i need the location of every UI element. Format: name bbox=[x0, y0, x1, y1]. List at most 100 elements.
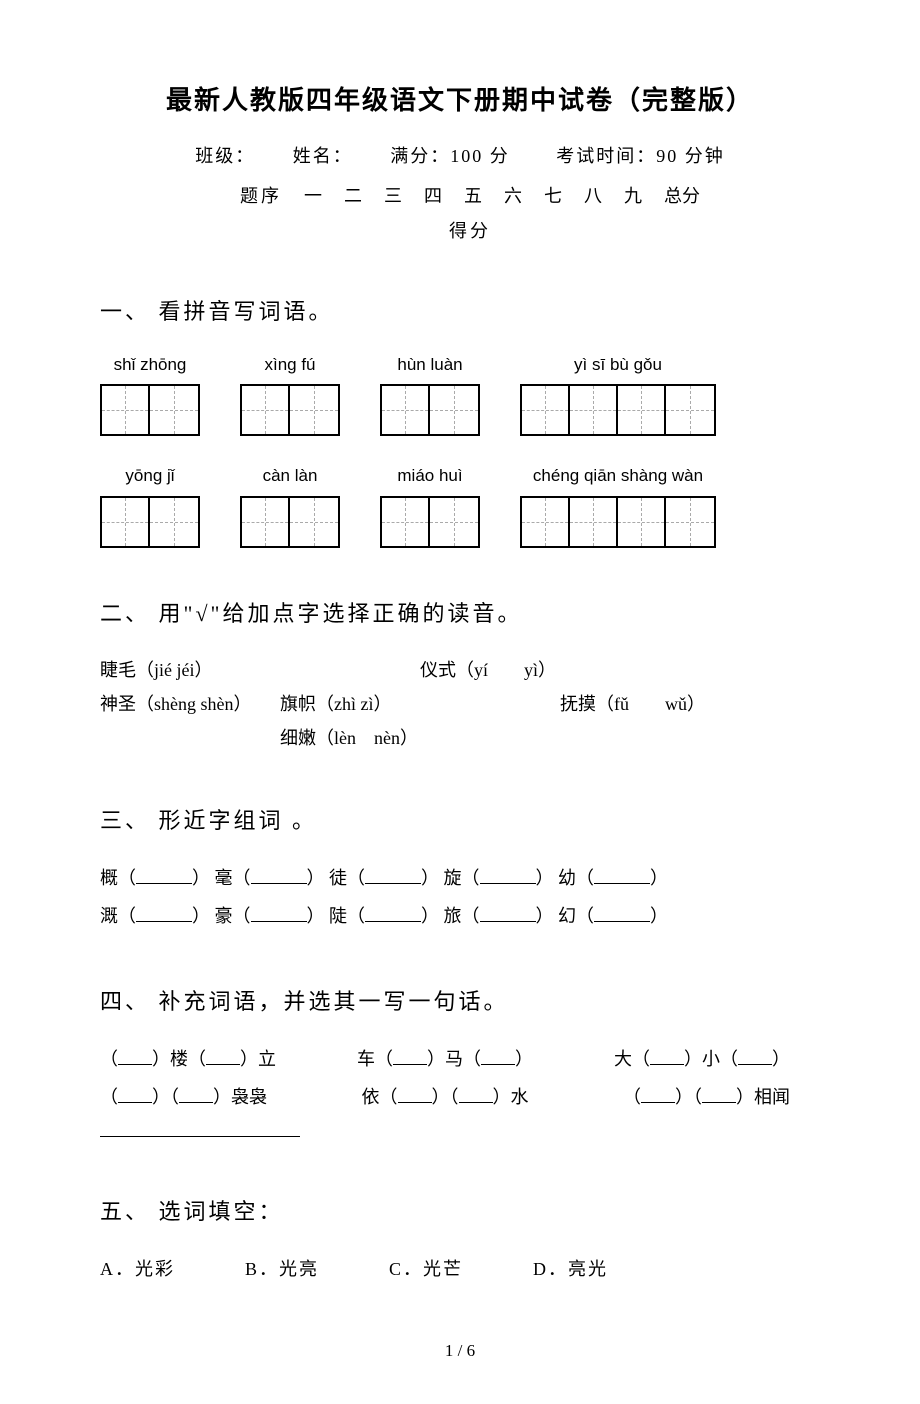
score-col: 总分 bbox=[664, 182, 700, 211]
fill-blank[interactable] bbox=[459, 1085, 493, 1103]
fill-blank[interactable] bbox=[481, 1047, 515, 1065]
char-cell[interactable] bbox=[666, 498, 714, 546]
char-box[interactable] bbox=[520, 496, 716, 548]
char-cell[interactable] bbox=[570, 498, 618, 546]
char-cell[interactable] bbox=[570, 386, 618, 434]
char-cell[interactable] bbox=[150, 386, 198, 434]
pinyin-label: hùn luàn bbox=[397, 351, 462, 378]
score-col: 三 bbox=[384, 182, 402, 211]
score-col: 七 bbox=[544, 182, 562, 211]
section-2-body: 睫毛（jié jéi） 仪式（yí yì） 神圣（shèng shèn） 旗帜（… bbox=[100, 653, 820, 756]
q5-option[interactable]: D．亮光 bbox=[533, 1251, 608, 1289]
char-box[interactable] bbox=[520, 384, 716, 436]
fill-blank[interactable] bbox=[118, 1085, 152, 1103]
pinyin-row-2: yōng jǐ càn làn miáo huì chéng qiān shàng w… bbox=[100, 462, 820, 547]
char-cell[interactable] bbox=[430, 498, 478, 546]
page-number: 1 / 6 bbox=[100, 1337, 820, 1364]
char-cell[interactable] bbox=[242, 498, 290, 546]
score-header-row: 题序 一 二 三 四 五 六 七 八 九 总分 bbox=[100, 182, 820, 211]
fill-blank[interactable] bbox=[480, 866, 536, 884]
q4-phrase: （）（）相闻 bbox=[623, 1079, 790, 1117]
fill-blank[interactable] bbox=[365, 866, 421, 884]
fill-blank[interactable] bbox=[393, 1047, 427, 1065]
char-cell[interactable] bbox=[382, 386, 430, 434]
char-box[interactable] bbox=[380, 384, 480, 436]
fill-blank[interactable] bbox=[136, 866, 192, 884]
score-col: 五 bbox=[464, 182, 482, 211]
fill-blank[interactable] bbox=[738, 1047, 772, 1065]
pinyin-group: hùn luàn bbox=[380, 351, 480, 436]
char-cell[interactable] bbox=[522, 498, 570, 546]
fill-blank[interactable] bbox=[650, 1047, 684, 1065]
q2-item[interactable]: 仪式（yí yì） bbox=[420, 653, 556, 687]
fill-blank[interactable] bbox=[118, 1047, 152, 1065]
q2-item[interactable]: 神圣（shèng shèn） bbox=[100, 687, 280, 721]
q2-item[interactable]: 旗帜（zhì zì） bbox=[280, 687, 560, 721]
q3-line: 溉（） 豪（） 陡（） 旅（） 幻（） bbox=[100, 898, 820, 936]
section-1-title: 一、 看拼音写词语。 bbox=[100, 294, 820, 329]
class-label[interactable]: 班级： bbox=[195, 146, 246, 166]
fill-blank[interactable] bbox=[251, 866, 307, 884]
fill-blank[interactable] bbox=[702, 1085, 736, 1103]
q5-option[interactable]: A．光彩 bbox=[100, 1251, 175, 1289]
char-cell[interactable] bbox=[618, 498, 666, 546]
char-cell[interactable] bbox=[102, 386, 150, 434]
pinyin-label: miáo huì bbox=[397, 462, 462, 489]
pinyin-group: càn làn bbox=[240, 462, 340, 547]
char-cell[interactable] bbox=[430, 386, 478, 434]
char-cell[interactable] bbox=[290, 498, 338, 546]
score-col: 六 bbox=[504, 182, 522, 211]
q2-item bbox=[100, 721, 280, 755]
fill-blank[interactable] bbox=[641, 1085, 675, 1103]
fill-blank[interactable] bbox=[365, 904, 421, 922]
q5-option[interactable]: B．光亮 bbox=[245, 1251, 319, 1289]
q3-line: 概（） 毫（） 徒（） 旋（） 幼（） bbox=[100, 860, 820, 898]
char-box[interactable] bbox=[100, 496, 200, 548]
char-box[interactable] bbox=[100, 384, 200, 436]
score-value-label: 得分 bbox=[449, 217, 491, 246]
section-3-body: 概（） 毫（） 徒（） 旋（） 幼（）溉（） 豪（） 陡（） 旅（） 幻（） bbox=[100, 860, 820, 936]
score-header-label: 题序 bbox=[240, 182, 282, 211]
q2-item[interactable]: 细嫩（lèn nèn） bbox=[280, 721, 418, 755]
fill-blank[interactable] bbox=[206, 1047, 240, 1065]
section-4-body: （）楼（）立车（）马（）大（）小（）（）（）袅袅依（）（）水（）（）相闻 bbox=[100, 1041, 820, 1117]
q5-option[interactable]: C．光芒 bbox=[389, 1251, 463, 1289]
score-col: 九 bbox=[624, 182, 642, 211]
pinyin-group: yōng jǐ bbox=[100, 462, 200, 547]
score-col: 一 bbox=[304, 182, 322, 211]
pinyin-group: yì sī bù gǒu bbox=[520, 351, 716, 436]
char-cell[interactable] bbox=[666, 386, 714, 434]
q4-row: （）（）袅袅依（）（）水（）（）相闻 bbox=[100, 1079, 820, 1117]
fill-blank[interactable] bbox=[594, 866, 650, 884]
char-cell[interactable] bbox=[102, 498, 150, 546]
char-cell[interactable] bbox=[150, 498, 198, 546]
char-box[interactable] bbox=[240, 384, 340, 436]
char-cell[interactable] bbox=[522, 386, 570, 434]
meta-line: 班级： 姓名： 满分：100 分 考试时间：90 分钟 bbox=[100, 142, 820, 171]
q4-row: （）楼（）立车（）马（）大（）小（） bbox=[100, 1041, 820, 1079]
fill-blank[interactable] bbox=[480, 904, 536, 922]
char-cell[interactable] bbox=[290, 386, 338, 434]
section-3-title: 三、 形近字组词 。 bbox=[100, 803, 820, 838]
q2-item[interactable]: 抚摸（fǔ wǔ） bbox=[560, 687, 705, 721]
name-label[interactable]: 姓名： bbox=[293, 146, 344, 166]
fill-blank[interactable] bbox=[179, 1085, 213, 1103]
fill-blank[interactable] bbox=[594, 904, 650, 922]
fill-blank[interactable] bbox=[251, 904, 307, 922]
fill-blank[interactable] bbox=[136, 904, 192, 922]
section-5-body: A．光彩 B．光亮 C．光芒 D．亮光 bbox=[100, 1251, 820, 1289]
char-box[interactable] bbox=[240, 496, 340, 548]
fill-blank[interactable] bbox=[398, 1085, 432, 1103]
pinyin-group: chéng qiān shàng wàn bbox=[520, 462, 716, 547]
pinyin-row-1: shǐ zhōngxìng fúhùn luànyì sī bù gǒu bbox=[100, 351, 820, 436]
char-cell[interactable] bbox=[382, 498, 430, 546]
char-cell[interactable] bbox=[618, 386, 666, 434]
q2-item[interactable]: 睫毛（jié jéi） bbox=[100, 653, 420, 687]
score-col: 八 bbox=[584, 182, 602, 211]
char-cell[interactable] bbox=[242, 386, 290, 434]
section-4-title: 四、 补充词语，并选其一写一句话。 bbox=[100, 984, 820, 1019]
pinyin-label: yì sī bù gǒu bbox=[574, 351, 662, 378]
sentence-blank[interactable] bbox=[100, 1119, 300, 1137]
char-box[interactable] bbox=[380, 496, 480, 548]
section-5-title: 五、 选词填空： bbox=[100, 1194, 820, 1229]
